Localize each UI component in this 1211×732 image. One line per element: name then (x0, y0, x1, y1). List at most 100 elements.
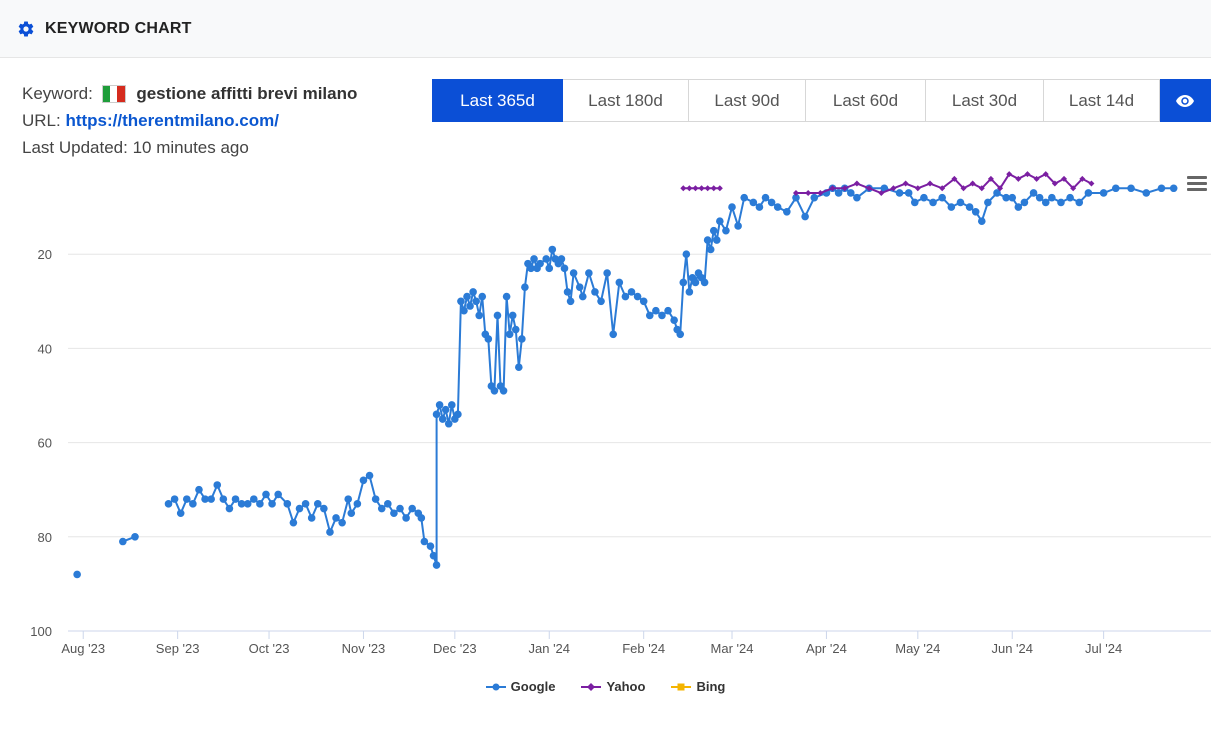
data-point[interactable] (597, 297, 605, 306)
data-point[interactable] (615, 278, 624, 287)
data-point[interactable] (1033, 175, 1040, 182)
data-point[interactable] (773, 203, 782, 211)
data-point[interactable] (716, 185, 723, 192)
data-point[interactable] (560, 264, 569, 273)
data-point[interactable] (521, 283, 529, 291)
data-point[interactable] (680, 185, 687, 192)
data-point[interactable] (283, 500, 292, 508)
range-365d-button[interactable]: Last 365d (432, 79, 563, 122)
gear-icon[interactable] (17, 20, 35, 38)
data-point[interactable] (805, 189, 812, 196)
data-point[interactable] (829, 185, 836, 192)
data-point[interactable] (484, 335, 493, 343)
data-point[interactable] (700, 278, 709, 287)
data-point[interactable] (902, 180, 909, 187)
data-point[interactable] (563, 288, 572, 296)
data-point[interactable] (910, 198, 919, 207)
data-point[interactable] (499, 386, 508, 395)
data-point[interactable] (536, 259, 544, 268)
data-point[interactable] (853, 193, 861, 202)
data-point[interactable] (676, 330, 685, 339)
data-point[interactable] (1070, 185, 1077, 192)
data-point[interactable] (493, 311, 502, 320)
data-point[interactable] (182, 495, 191, 503)
data-point[interactable] (164, 500, 173, 508)
data-point[interactable] (670, 316, 678, 324)
data-point[interactable] (947, 203, 956, 211)
data-point[interactable] (432, 561, 441, 569)
data-point[interactable] (895, 189, 904, 197)
data-point[interactable] (1084, 189, 1093, 197)
data-point[interactable] (682, 250, 691, 258)
data-point[interactable] (716, 217, 724, 226)
data-point[interactable] (1020, 198, 1029, 207)
data-point[interactable] (703, 236, 712, 244)
data-point[interactable] (502, 292, 511, 301)
data-point[interactable] (792, 189, 799, 196)
data-point[interactable] (347, 509, 356, 518)
data-point[interactable] (853, 180, 860, 187)
data-point[interactable] (213, 481, 222, 489)
data-point[interactable] (508, 311, 517, 320)
data-point[interactable] (704, 185, 711, 192)
range-180d-button[interactable]: Last 180d (563, 79, 689, 122)
data-point[interactable] (969, 180, 976, 187)
data-point[interactable] (1048, 193, 1056, 202)
data-point[interactable] (515, 363, 523, 372)
data-point[interactable] (320, 504, 328, 513)
data-point[interactable] (377, 504, 386, 513)
range-90d-button[interactable]: Last 90d (689, 79, 806, 122)
data-point[interactable] (545, 264, 554, 273)
data-point[interactable] (344, 495, 353, 503)
data-point[interactable] (841, 185, 848, 192)
data-point[interactable] (1029, 189, 1038, 197)
data-point[interactable] (307, 514, 316, 522)
data-point[interactable] (326, 528, 334, 536)
data-point[interactable] (993, 189, 1001, 197)
data-point[interactable] (569, 269, 578, 277)
data-point[interactable] (435, 401, 444, 409)
data-point[interactable] (1051, 180, 1058, 187)
data-point[interactable] (429, 551, 438, 560)
data-point[interactable] (722, 226, 730, 235)
data-point[interactable] (518, 335, 526, 343)
data-point[interactable] (250, 495, 258, 503)
data-point[interactable] (490, 386, 499, 395)
data-point[interactable] (295, 504, 304, 513)
data-point[interactable] (1127, 184, 1135, 193)
data-point[interactable] (447, 401, 456, 409)
data-point[interactable] (1099, 189, 1108, 197)
data-point[interactable] (176, 509, 185, 518)
data-point[interactable] (971, 208, 980, 216)
data-point[interactable] (371, 495, 380, 503)
data-point[interactable] (225, 504, 234, 513)
data-point[interactable] (438, 415, 447, 423)
data-point[interactable] (761, 193, 770, 202)
data-point[interactable] (353, 500, 362, 508)
data-point[interactable] (866, 185, 873, 192)
data-point[interactable] (749, 198, 758, 207)
data-point[interactable] (207, 495, 215, 503)
data-point[interactable] (627, 288, 636, 296)
data-point[interactable] (591, 288, 599, 296)
data-point[interactable] (920, 193, 928, 202)
data-point[interactable] (578, 292, 587, 301)
data-point[interactable] (1169, 184, 1178, 193)
data-point[interactable] (268, 500, 276, 508)
data-point[interactable] (454, 410, 462, 419)
data-point[interactable] (801, 212, 809, 221)
data-point[interactable] (685, 288, 694, 296)
eye-toggle-button[interactable] (1160, 79, 1211, 122)
data-point[interactable] (645, 311, 654, 320)
data-point[interactable] (585, 269, 593, 277)
data-point[interactable] (274, 490, 282, 499)
data-point[interactable] (441, 405, 450, 414)
data-point[interactable] (792, 193, 800, 202)
range-14d-button[interactable]: Last 14d (1044, 79, 1160, 122)
data-point[interactable] (390, 509, 398, 518)
data-point[interactable] (359, 476, 368, 485)
data-point[interactable] (1035, 193, 1044, 202)
data-point[interactable] (679, 278, 688, 287)
data-point[interactable] (706, 245, 715, 254)
data-point[interactable] (478, 292, 487, 301)
